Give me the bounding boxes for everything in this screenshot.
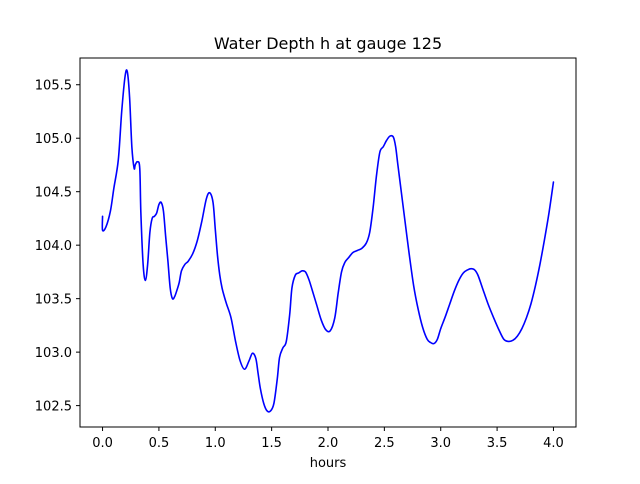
y-tick-label: 105.0 bbox=[35, 132, 72, 147]
x-axis-title: hours bbox=[310, 456, 347, 471]
x-tick-label: 1.0 bbox=[205, 436, 226, 451]
x-tick-label: 0.0 bbox=[92, 436, 113, 451]
y-tick-label: 103.0 bbox=[35, 346, 72, 361]
plot-area-frame bbox=[79, 57, 577, 428]
x-tick-label: 1.5 bbox=[261, 436, 282, 451]
x-tick-label: 2.0 bbox=[318, 436, 339, 451]
y-tick-label: 103.5 bbox=[35, 293, 72, 308]
x-tick-label: 3.0 bbox=[430, 436, 451, 451]
x-tick-label: 0.5 bbox=[149, 436, 170, 451]
y-tick-label: 104.5 bbox=[35, 186, 72, 201]
x-tick-label: 2.5 bbox=[374, 436, 395, 451]
chart-title: Water Depth h at gauge 125 bbox=[214, 34, 442, 53]
y-tick-label: 105.5 bbox=[35, 79, 72, 94]
x-tick-label: 4.0 bbox=[543, 436, 564, 451]
series-line bbox=[101, 69, 555, 413]
y-tick-label: 102.5 bbox=[35, 400, 72, 415]
y-tick-label: 104.0 bbox=[35, 239, 72, 254]
series-layer bbox=[101, 69, 555, 413]
axis-ticks: 0.0 0.5 1.0 1.5 2.0 2.5 3.0 3.5 4.0 102.5 103.0 103… bbox=[35, 79, 564, 451]
x-tick-label: 3.5 bbox=[487, 436, 508, 451]
